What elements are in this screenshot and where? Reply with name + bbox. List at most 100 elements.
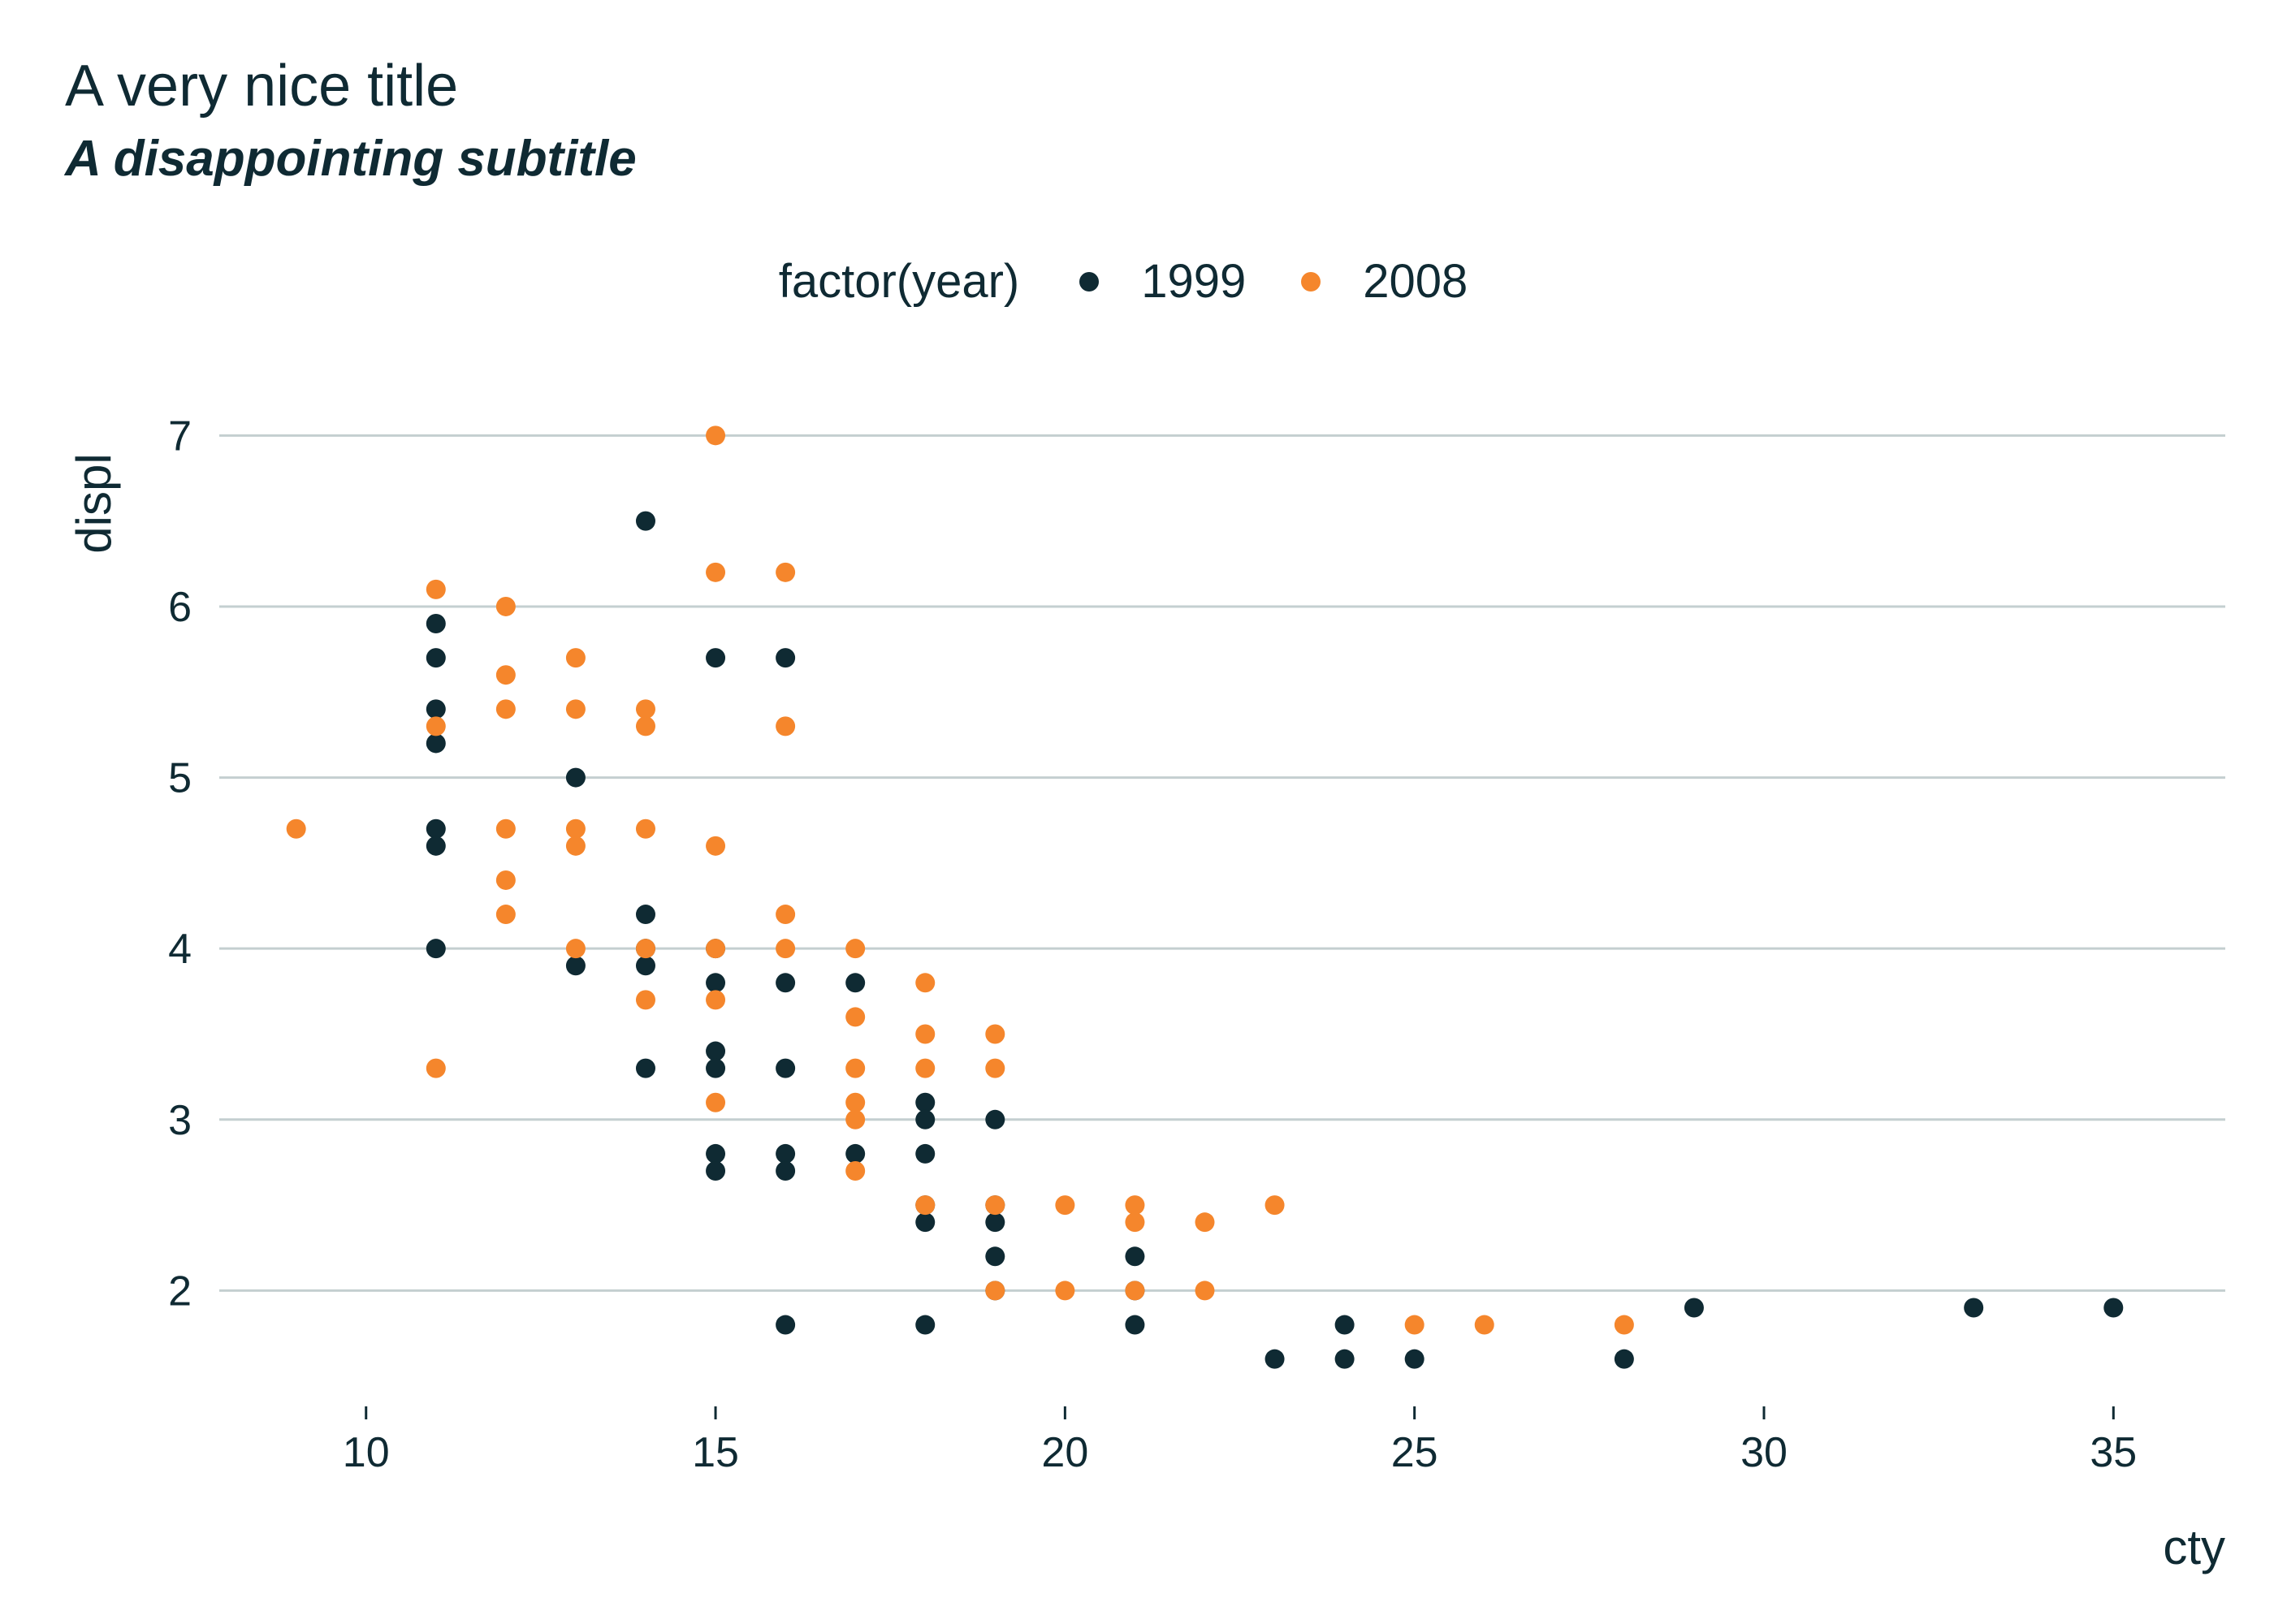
chart-subtitle: A disappointing subtitle: [65, 131, 637, 187]
point-2008: [1195, 1212, 1215, 1233]
data-points: [286, 425, 2124, 1369]
point-2008: [706, 990, 726, 1010]
legend-item-2008: 2008: [1301, 258, 1468, 305]
legend-swatch-1999: [1079, 272, 1100, 292]
point-1999: [776, 1160, 796, 1181]
point-2008: [1055, 1281, 1075, 1301]
point-2008: [985, 1195, 1005, 1216]
y-tick-label-5: 5: [168, 755, 192, 802]
point-2008: [565, 699, 586, 719]
x-tick-label-20: 20: [1041, 1429, 1088, 1476]
point-2008: [706, 836, 726, 856]
point-2008: [635, 699, 655, 719]
point-2008: [915, 973, 936, 993]
y-tick-label-6: 6: [168, 584, 192, 631]
x-axis-title: cty: [2163, 1520, 2225, 1574]
point-1999: [845, 973, 866, 993]
point-1999: [915, 1109, 936, 1129]
y-tick-label-7: 7: [168, 412, 192, 460]
point-2008: [915, 1195, 936, 1216]
point-2008: [915, 1024, 936, 1044]
point-1999: [426, 818, 446, 839]
point-1999: [1614, 1349, 1634, 1369]
point-1999: [706, 648, 726, 668]
point-2008: [635, 716, 655, 736]
point-2008: [495, 596, 516, 616]
x-tick-label-35: 35: [2090, 1429, 2137, 1476]
point-1999: [776, 1143, 796, 1164]
point-1999: [426, 733, 446, 754]
legend-item-1999: 1999: [1079, 258, 1246, 305]
x-tick-label-30: 30: [1740, 1429, 1788, 1476]
point-2008: [565, 818, 586, 839]
point-1999: [1265, 1349, 1285, 1369]
point-1999: [985, 1246, 1005, 1267]
gridlines: [219, 434, 2225, 1292]
point-2008: [1195, 1281, 1215, 1301]
point-1999: [915, 1092, 936, 1112]
point-1999: [1334, 1315, 1355, 1335]
point-2008: [426, 716, 446, 736]
point-2008: [495, 870, 516, 890]
point-1999: [776, 973, 796, 993]
point-2008: [635, 939, 655, 959]
point-1999: [1404, 1349, 1424, 1369]
point-2008: [1614, 1315, 1634, 1335]
point-2008: [776, 562, 796, 582]
point-1999: [1125, 1315, 1145, 1335]
legend-swatch-2008: [1301, 272, 1321, 292]
y-tick-label-3: 3: [168, 1097, 192, 1144]
point-2008: [495, 905, 516, 925]
point-1999: [1964, 1298, 1984, 1318]
point-2008: [845, 1109, 866, 1129]
point-2008: [1125, 1281, 1145, 1301]
point-1999: [776, 648, 796, 668]
point-2008: [985, 1281, 1005, 1301]
legend-label-2008: 2008: [1363, 255, 1468, 308]
y-axis: 2 3 4 5 6 7: [168, 412, 192, 1315]
point-2008: [565, 648, 586, 668]
point-1999: [635, 956, 655, 976]
point-2008: [706, 562, 726, 582]
point-2008: [495, 818, 516, 839]
point-2008: [635, 990, 655, 1010]
point-2008: [1055, 1195, 1075, 1216]
point-2008: [915, 1058, 936, 1078]
point-1999: [985, 1212, 1005, 1233]
x-axis: 10 15 20 25 30 35: [343, 1406, 2137, 1476]
point-1999: [426, 648, 446, 668]
x-tick-label-15: 15: [692, 1429, 739, 1476]
point-1999: [706, 1058, 726, 1078]
point-1999: [426, 614, 446, 634]
point-2008: [426, 579, 446, 599]
point-1999: [915, 1212, 936, 1233]
point-2008: [776, 939, 796, 959]
point-1999: [426, 939, 446, 959]
point-2008: [1404, 1315, 1424, 1335]
point-2008: [1474, 1315, 1494, 1335]
point-1999: [985, 1109, 1005, 1129]
legend-label-1999: 1999: [1141, 255, 1247, 308]
point-1999: [915, 1315, 936, 1335]
point-1999: [706, 1143, 726, 1164]
point-2008: [1125, 1195, 1145, 1216]
point-1999: [706, 973, 726, 993]
point-2008: [426, 1058, 446, 1078]
point-1999: [1684, 1298, 1704, 1318]
point-1999: [2103, 1298, 2124, 1318]
point-2008: [495, 699, 516, 719]
point-1999: [706, 1160, 726, 1181]
point-1999: [426, 836, 446, 856]
point-2008: [1265, 1195, 1285, 1216]
legend-title: factor(year): [778, 255, 1020, 308]
legend: factor(year) 1999 2008: [0, 258, 2274, 305]
point-2008: [985, 1058, 1005, 1078]
y-tick-label-2: 2: [168, 1268, 192, 1315]
point-1999: [426, 699, 446, 719]
point-1999: [1334, 1349, 1355, 1369]
point-1999: [845, 1143, 866, 1164]
point-2008: [845, 1007, 866, 1027]
point-1999: [915, 1143, 936, 1164]
point-2008: [635, 818, 655, 839]
point-2008: [706, 425, 726, 446]
